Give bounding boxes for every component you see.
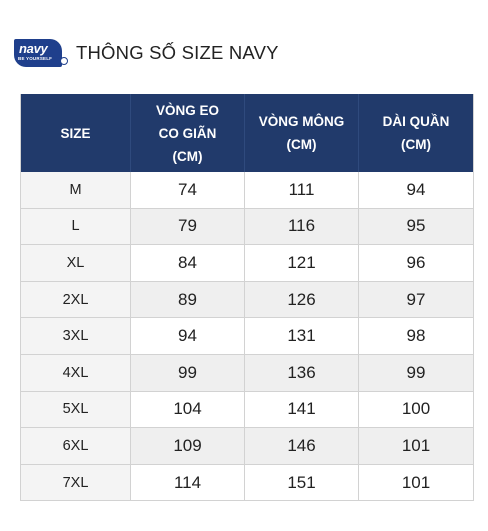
table-row: M 74 111 94 (20, 172, 474, 209)
cell-length: 100 (358, 391, 474, 429)
header-line: (CM) (172, 148, 203, 164)
cell-waist: 79 (130, 208, 245, 246)
cell-hip: 151 (244, 464, 359, 502)
cell-length: 98 (358, 317, 474, 355)
header-line: (CM) (286, 137, 317, 152)
header-line: CO GIÃN (158, 125, 217, 141)
table-row: 6XL 109 146 101 (20, 427, 474, 465)
navy-logo: navy BE YOURSELF (14, 39, 68, 67)
cell-length: 97 (358, 281, 474, 319)
logo-tagline: BE YOURSELF (18, 56, 53, 61)
page-title: THÔNG SỐ SIZE NAVY (76, 42, 279, 63)
table-body: M 74 111 94 L 79 116 95 XL 84 121 96 2XL 89 126 97 3XL 94… (20, 172, 474, 502)
cell-size: 2XL (20, 281, 131, 319)
cell-hip: 146 (244, 427, 359, 465)
cell-waist: 84 (130, 244, 245, 282)
cell-size: 7XL (20, 464, 131, 502)
header-line: VÒNG MÔNG (258, 114, 345, 129)
header-line: (CM) (401, 137, 431, 152)
cell-waist: 74 (130, 172, 245, 209)
cell-length: 101 (358, 427, 474, 465)
cell-size: 5XL (20, 391, 131, 429)
cell-waist: 114 (130, 464, 245, 502)
cell-hip: 141 (244, 391, 359, 429)
cell-size: 3XL (20, 317, 131, 355)
cell-size: 4XL (20, 354, 131, 392)
table-row: L 79 116 95 (20, 208, 474, 246)
logo-word: navy (19, 41, 48, 56)
page-header: navy BE YOURSELF THÔNG SỐ SIZE NAVY (14, 36, 279, 70)
cell-waist: 94 (130, 317, 245, 355)
cell-size: XL (20, 244, 131, 282)
cell-length: 99 (358, 354, 474, 392)
table-row: XL 84 121 96 (20, 244, 474, 282)
header-size: SIZE (20, 94, 131, 172)
header-line: DÀI QUẦN (382, 114, 450, 129)
cell-length: 101 (358, 464, 474, 502)
cell-waist: 89 (130, 281, 245, 319)
table-row: 4XL 99 136 99 (20, 354, 474, 392)
cell-length: 94 (358, 172, 474, 209)
cell-size: L (20, 208, 131, 246)
cell-waist: 104 (130, 391, 245, 429)
registered-icon (60, 57, 68, 65)
cell-length: 96 (358, 244, 474, 282)
table-row: 3XL 94 131 98 (20, 317, 474, 355)
header-length: DÀI QUẦN (CM) (358, 94, 474, 172)
header-waist: VÒNG EO CO GIÃN (CM) (130, 94, 245, 172)
table-row: 2XL 89 126 97 (20, 281, 474, 319)
header-line: VÒNG EO (155, 102, 219, 118)
size-table: SIZE VÒNG EO CO GIÃN (CM) VÒNG MÔNG (CM) DÀI Q… (20, 94, 474, 502)
cell-hip: 111 (244, 172, 359, 209)
table-row: 7XL 114 151 101 (20, 464, 474, 502)
cell-waist: 109 (130, 427, 245, 465)
header-line: SIZE (60, 125, 91, 141)
table-header-row: SIZE VÒNG EO CO GIÃN (CM) VÒNG MÔNG (CM) DÀI Q… (20, 94, 474, 172)
cell-size: 6XL (20, 427, 131, 465)
cell-hip: 126 (244, 281, 359, 319)
cell-waist: 99 (130, 354, 245, 392)
cell-length: 95 (358, 208, 474, 246)
size-table-container: SIZE VÒNG EO CO GIÃN (CM) VÒNG MÔNG (CM) DÀI Q… (20, 94, 474, 502)
logo-badge (14, 39, 62, 67)
cell-size: M (20, 172, 131, 209)
cell-hip: 121 (244, 244, 359, 282)
cell-hip: 131 (244, 317, 359, 355)
cell-hip: 136 (244, 354, 359, 392)
cell-hip: 116 (244, 208, 359, 246)
header-hip: VÒNG MÔNG (CM) (244, 94, 359, 172)
table-row: 5XL 104 141 100 (20, 391, 474, 429)
